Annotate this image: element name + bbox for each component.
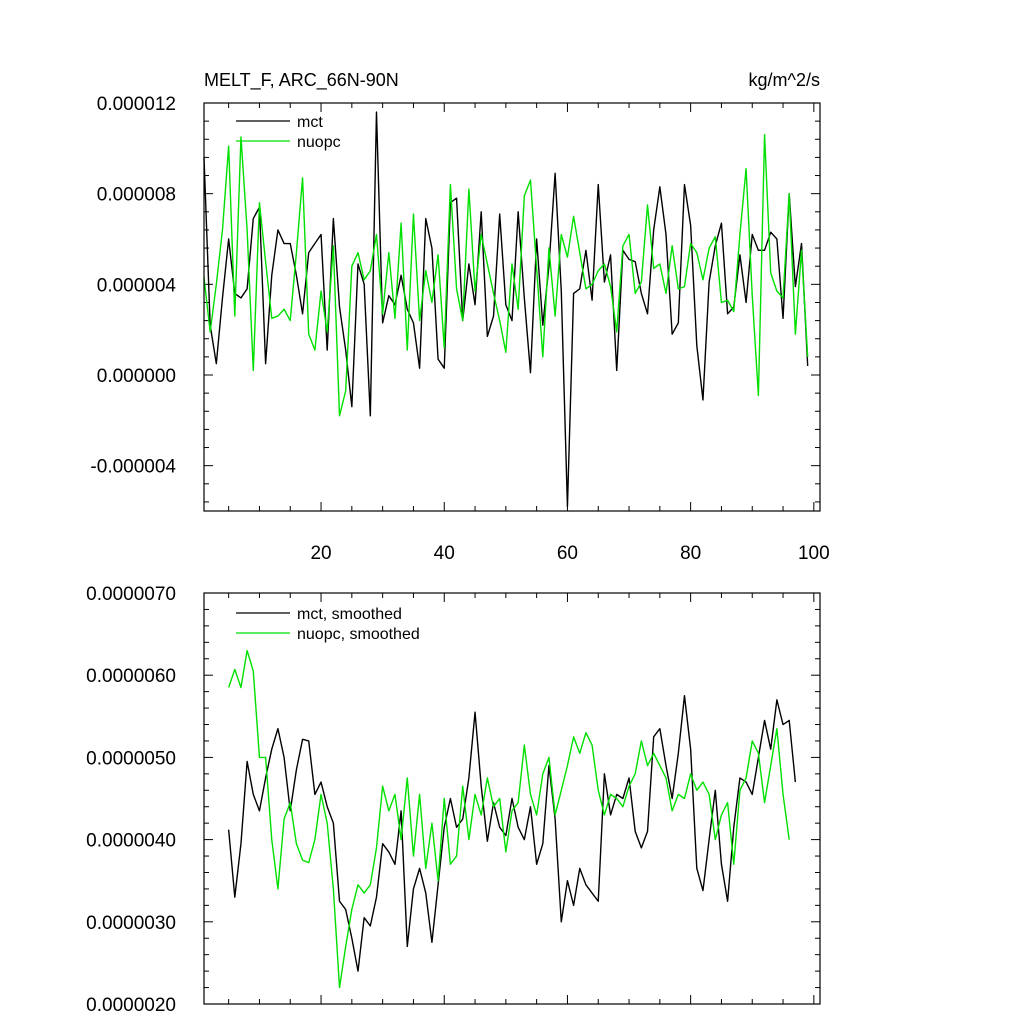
y-tick-label: 0.0000040 (86, 831, 176, 852)
top-chart-title: MELT_F, ARC_66N-90N (204, 70, 399, 91)
x-tick-label: 60 (557, 543, 578, 564)
x-tick-label: 100 (798, 543, 830, 564)
y-tick-label: -0.000004 (90, 457, 176, 478)
y-tick-label: 0.0000070 (86, 584, 176, 605)
legend-label-mct: mct (297, 114, 323, 131)
x-tick-label: 40 (434, 543, 455, 564)
top-series (203, 111, 809, 508)
x-tick-label: 80 (680, 543, 701, 564)
y-tick-label: 0.000000 (97, 366, 176, 387)
legend-label-nuopc: nuopc (297, 134, 341, 151)
bottom-plot-frame (203, 592, 821, 1005)
y-tick-label: 0.0000020 (86, 995, 176, 1016)
top-plot-frame (203, 102, 821, 512)
bottom-ticks: 0.0000020 0.0000030 0.0000040 0.0000050 0.00… (86, 584, 820, 1016)
x-tick-label: 20 (310, 543, 331, 564)
top-legend: mct nuopc (236, 114, 341, 151)
bottom-series (227, 649, 797, 989)
series-line-mct (203, 111, 809, 508)
y-tick-label: 0.000004 (97, 275, 177, 296)
legend-label-mct-smoothed: mct, smoothed (297, 606, 402, 623)
top-panel: MELT_F, ARC_66N-90N kg/m^2/s -0.000004 0.… (90, 70, 829, 564)
y-tick-label: 0.0000060 (86, 666, 176, 687)
series-line-mct-smoothed (227, 695, 797, 972)
y-tick-label: 0.0000030 (86, 913, 176, 934)
top-chart-units: kg/m^2/s (749, 70, 820, 90)
series-line-nuopc-smoothed (227, 649, 790, 989)
y-tick-label: 0.0000050 (86, 748, 176, 769)
bottom-legend: mct, smoothed nuopc, smoothed (236, 606, 420, 643)
bottom-panel: 0.0000020 0.0000030 0.0000040 0.0000050 0.00… (86, 584, 821, 1016)
y-tick-label: 0.000008 (97, 185, 176, 206)
legend-label-nuopc-smoothed: nuopc, smoothed (297, 626, 420, 643)
top-ticks: -0.000004 0.000000 0.000004 0.000008 0.00001… (90, 94, 829, 564)
series-line-nuopc (203, 134, 809, 417)
y-tick-label: 0.000012 (97, 94, 176, 115)
